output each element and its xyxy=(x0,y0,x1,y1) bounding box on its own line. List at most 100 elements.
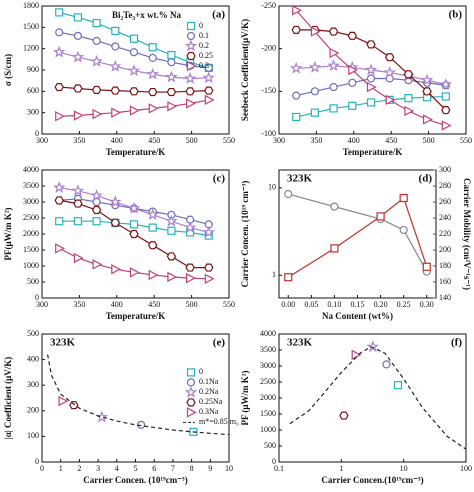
data-point xyxy=(52,45,66,58)
data-point xyxy=(92,36,101,45)
x-tick-label: 350 xyxy=(73,136,85,145)
data-point xyxy=(204,94,215,106)
data-point xyxy=(393,381,403,390)
data-point xyxy=(71,50,85,63)
panel-label: (c) xyxy=(213,173,226,185)
data-point xyxy=(347,31,357,40)
panel-label: (a) xyxy=(212,9,225,21)
data-point xyxy=(292,91,301,100)
y-tick-label: -250 xyxy=(261,1,276,10)
x-tick-label: 300 xyxy=(273,136,285,145)
data-point xyxy=(291,25,301,34)
data-point xyxy=(91,205,102,215)
data-point xyxy=(376,212,385,221)
panel-label: (e) xyxy=(213,337,226,349)
y-tick-label: 0 xyxy=(35,457,39,466)
x-tick-label: 100 xyxy=(460,464,472,473)
y-tick-label: -100 xyxy=(261,129,276,138)
y2-tick-label: 300 xyxy=(439,165,451,174)
annotation: 323K xyxy=(287,337,313,349)
x-tick-label: 550 xyxy=(223,136,235,145)
data-point xyxy=(327,59,340,72)
data-point xyxy=(292,112,301,122)
y-tick-label: -200 xyxy=(261,43,276,52)
y-tick-label: 2500 xyxy=(23,213,39,222)
data-point xyxy=(185,263,195,272)
x-tick-label: 0.15 xyxy=(351,300,365,309)
data-point xyxy=(382,360,391,369)
y-tick-label: 3500 xyxy=(23,181,39,190)
y-axis-label: Carrier Concen. (10¹⁹ cm⁻³) xyxy=(240,181,250,288)
data-point xyxy=(55,217,64,226)
x-tick-label: 1 xyxy=(339,464,343,473)
data-point xyxy=(204,273,215,284)
x-tick-label: 0.05 xyxy=(304,300,318,309)
annotation: 323K xyxy=(50,337,76,349)
x-tick-label: 500 xyxy=(186,300,198,309)
data-point xyxy=(167,58,176,67)
data-point xyxy=(204,86,214,95)
legend-label: 0.2 xyxy=(199,41,209,50)
annotation: 323K xyxy=(287,173,313,185)
x-tick-label: 0 xyxy=(40,464,44,473)
data-point xyxy=(420,73,434,86)
data-point xyxy=(95,410,109,423)
data-point xyxy=(129,87,139,96)
data-point xyxy=(148,87,158,97)
data-point xyxy=(399,193,408,203)
data-point xyxy=(111,264,122,275)
x-tick-label: 450 xyxy=(385,136,397,145)
y-tick-label: 400 xyxy=(27,354,39,363)
plot-frame xyxy=(278,333,467,463)
x-tick-label: 7 xyxy=(171,464,175,473)
data-point xyxy=(73,199,83,208)
x-tick-label: 350 xyxy=(73,300,85,309)
data-point xyxy=(55,243,65,254)
data-point xyxy=(289,61,303,74)
y2-tick-label: 240 xyxy=(439,213,451,222)
data-point xyxy=(129,220,139,229)
data-point xyxy=(55,28,64,37)
y-tick-label: 0 xyxy=(35,293,39,302)
data-point xyxy=(348,101,357,110)
x-tick-label: 0.10 xyxy=(327,300,341,309)
x-tick-label: 450 xyxy=(148,136,160,145)
x-tick-label: 3 xyxy=(96,464,100,473)
data-point xyxy=(348,78,357,87)
data-point xyxy=(399,225,408,235)
data-point xyxy=(202,71,216,84)
y2-tick-label: 140 xyxy=(439,293,451,302)
data-point xyxy=(69,401,79,410)
data-point xyxy=(366,74,376,83)
legend-label: 0 xyxy=(199,21,203,30)
legend-label: 0.1Na xyxy=(199,377,219,386)
data-point xyxy=(73,110,84,121)
x-tick-label: 550 xyxy=(460,136,472,145)
x-tick-label: 350 xyxy=(310,136,322,145)
x-tick-label: 0.20 xyxy=(374,300,388,309)
y2-tick-label: 180 xyxy=(439,261,451,270)
data-point xyxy=(404,105,415,117)
data-point xyxy=(339,411,349,420)
data-point xyxy=(58,395,69,407)
data-point xyxy=(165,214,178,227)
data-point xyxy=(167,271,178,283)
legend-marker xyxy=(184,39,198,52)
data-point xyxy=(329,104,338,113)
legend-label: 0.2Na xyxy=(199,387,219,396)
x-tick-label: 0.30 xyxy=(420,300,434,309)
y-tick-label: 1000 xyxy=(260,425,276,434)
legend-marker xyxy=(186,398,196,407)
legend-marker xyxy=(184,385,198,398)
legend-label: 0.3Na xyxy=(199,407,219,416)
y-tick-label: 2000 xyxy=(23,229,39,238)
data-point xyxy=(111,107,122,118)
panel-label: (b) xyxy=(449,9,463,21)
y-tick-label: 300 xyxy=(27,107,39,116)
y-tick-label: 1000 xyxy=(23,261,39,270)
series-line xyxy=(289,346,467,450)
data-point xyxy=(329,82,338,92)
x-tick-label: 10 xyxy=(400,464,408,473)
x-tick-label: 6 xyxy=(152,464,156,473)
